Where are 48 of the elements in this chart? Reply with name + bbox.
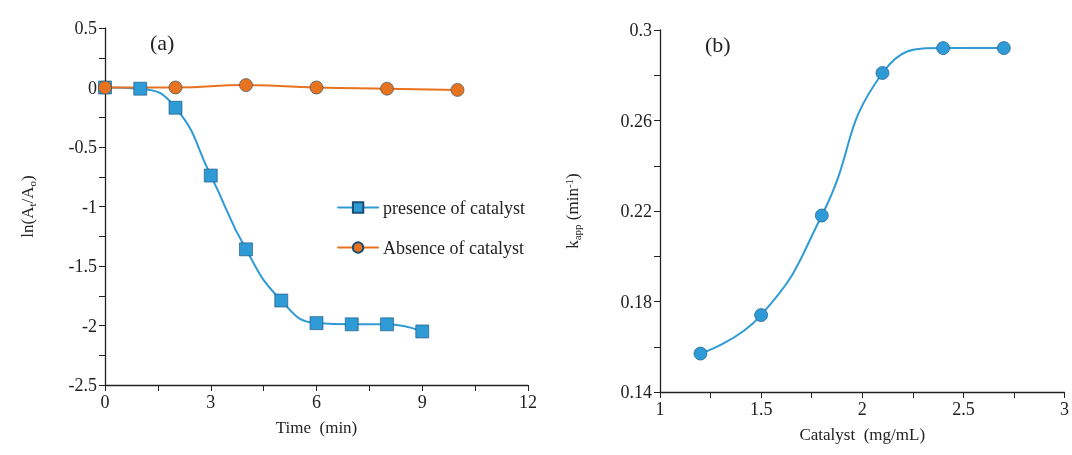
y-tick-label: -2.5: [68, 375, 97, 395]
y-tick-label: 0.22: [620, 201, 652, 221]
x-tick-label: 0: [100, 392, 110, 412]
x-tick-label: 6: [312, 392, 321, 412]
x-axis-title: Time (min): [275, 418, 358, 437]
x-tick-label: 2.5: [952, 399, 975, 419]
x-tick-label: 1.5: [749, 399, 773, 419]
y-tick-label: 0.14: [620, 382, 652, 402]
point: [415, 324, 430, 339]
x-tick-label: 2: [857, 399, 867, 419]
point: [936, 41, 950, 55]
point: [875, 66, 890, 80]
y-tick-label: -1.5: [68, 256, 97, 276]
x-tick-label: 3: [1060, 399, 1069, 419]
point: [380, 81, 394, 96]
point: [274, 293, 289, 308]
point: [693, 346, 708, 361]
chart-title: (b): [705, 31, 731, 57]
point: [168, 80, 183, 95]
y-tick-label: 0.26: [620, 110, 652, 131]
y-tick-label: 0.3: [629, 20, 652, 40]
point: [997, 41, 1011, 55]
chart-title: (a): [150, 29, 175, 55]
point: [815, 208, 829, 223]
y-tick-label: -1: [82, 196, 97, 217]
x-tick-label: 9: [417, 392, 427, 412]
x-axis-title: Catalyst (mg/mL): [799, 425, 926, 444]
point: [133, 81, 148, 96]
x-tick-label: 3: [206, 392, 216, 412]
point: [754, 308, 768, 322]
legend-label: presence of catalyst: [383, 197, 526, 218]
y-tick-label: 0.18: [620, 291, 652, 312]
point: [309, 80, 324, 95]
point: [450, 83, 465, 97]
legend-label: Absence of catalyst: [383, 237, 525, 258]
point: [344, 317, 359, 332]
y-tick-label: -0.5: [68, 137, 97, 157]
point: [203, 168, 218, 183]
point: [168, 100, 183, 115]
y-tick-label: 0: [88, 77, 97, 98]
y-tick-label: -2: [82, 315, 97, 336]
y-tick-label: 0.5: [74, 18, 97, 38]
point: [239, 242, 253, 257]
point: [309, 316, 324, 330]
x-tick-label: 12: [519, 392, 537, 412]
point: [380, 317, 394, 332]
x-tick-label: 1: [655, 399, 665, 419]
point: [239, 78, 253, 92]
